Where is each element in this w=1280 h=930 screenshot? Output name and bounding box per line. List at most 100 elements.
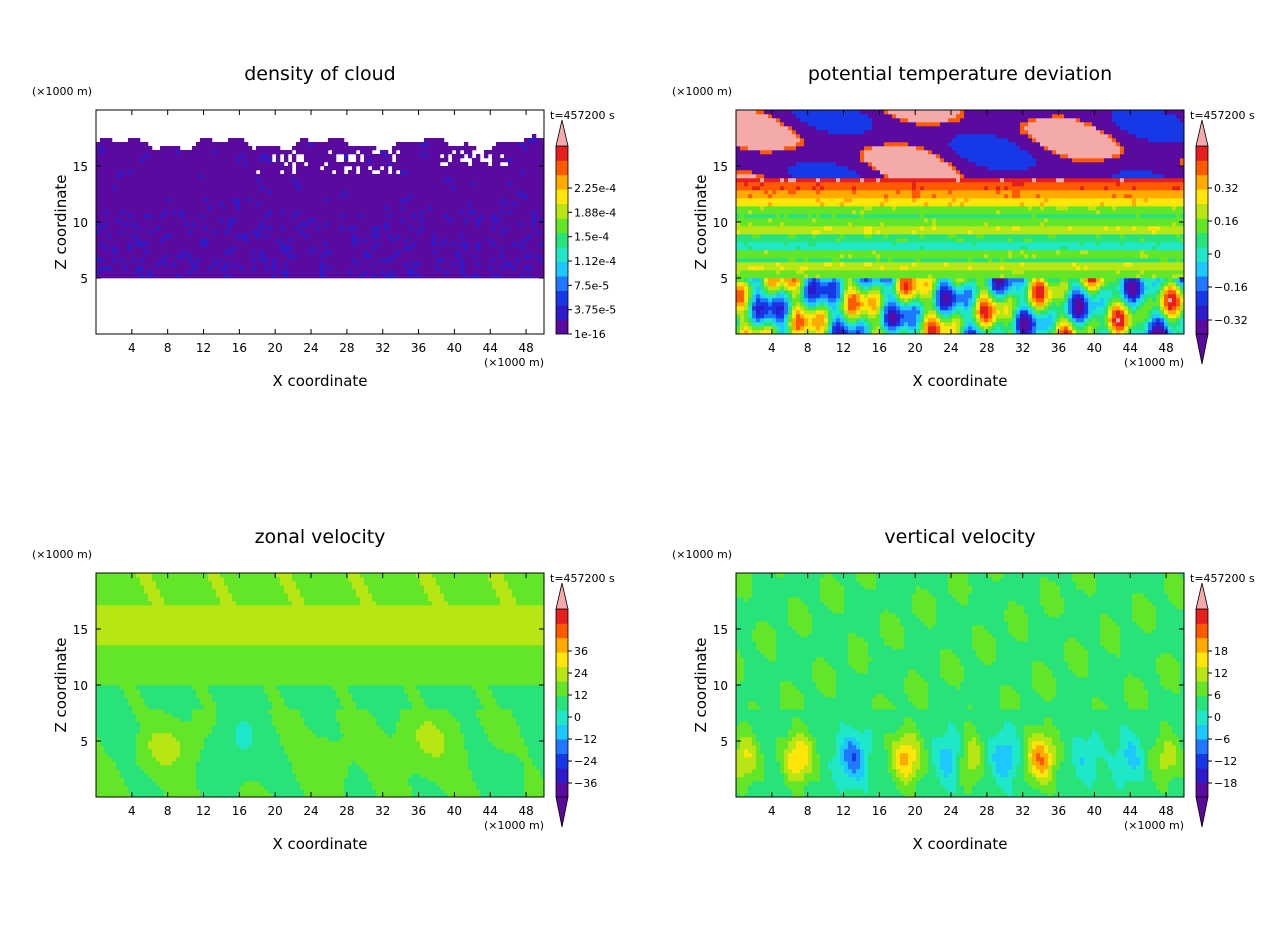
heatmap-cell bbox=[148, 194, 152, 198]
heatmap-cell bbox=[476, 270, 480, 274]
heatmap-cell bbox=[404, 234, 408, 238]
heatmap-cell bbox=[280, 174, 284, 178]
heatmap-cell bbox=[440, 150, 444, 154]
heatmap-cell bbox=[412, 174, 416, 178]
heatmap-cell bbox=[480, 254, 484, 258]
heatmap-cell bbox=[240, 270, 244, 274]
heatmap-cell bbox=[528, 226, 532, 230]
heatmap-cell bbox=[788, 270, 792, 274]
heatmap-cell bbox=[392, 230, 396, 234]
heatmap-cell bbox=[512, 170, 516, 174]
heatmap-cell bbox=[816, 226, 820, 230]
heatmap-cell bbox=[192, 238, 196, 242]
heatmap-cell bbox=[820, 326, 824, 330]
heatmap-cell bbox=[236, 238, 240, 242]
heatmap-cell bbox=[756, 242, 760, 246]
heatmap-cell bbox=[124, 206, 128, 210]
heatmap-cell bbox=[344, 190, 348, 194]
heatmap-cell bbox=[332, 198, 336, 202]
heatmap-cell bbox=[468, 254, 472, 258]
heatmap-cell bbox=[760, 146, 764, 150]
heatmap-cell bbox=[520, 190, 524, 194]
heatmap-cell bbox=[404, 170, 408, 174]
heatmap-cell bbox=[484, 194, 488, 198]
heatmap-cell bbox=[808, 118, 812, 122]
heatmap-cell bbox=[492, 262, 496, 266]
heatmap-cell bbox=[320, 270, 324, 274]
heatmap-cell bbox=[220, 242, 224, 246]
heatmap-cell bbox=[520, 154, 524, 158]
heatmap-cell bbox=[184, 186, 188, 190]
heatmap-cell bbox=[456, 230, 460, 234]
heatmap-cell bbox=[780, 242, 784, 246]
heatmap-cell bbox=[408, 262, 412, 266]
heatmap-cell bbox=[764, 294, 768, 298]
heatmap-cell bbox=[336, 266, 340, 270]
heatmap-cell bbox=[380, 230, 384, 234]
heatmap-cell bbox=[460, 154, 464, 158]
heatmap-cell bbox=[476, 258, 480, 262]
heatmap-cell bbox=[340, 150, 344, 154]
heatmap-cell bbox=[320, 158, 324, 162]
heatmap-cell bbox=[516, 174, 520, 178]
heatmap-cell bbox=[284, 166, 288, 170]
heatmap-cell bbox=[496, 270, 500, 274]
heatmap-cell bbox=[232, 246, 236, 250]
heatmap-cell bbox=[164, 202, 168, 206]
heatmap-cell bbox=[424, 258, 428, 262]
heatmap-cell bbox=[504, 218, 508, 222]
heatmap-cell bbox=[156, 274, 160, 278]
heatmap-cell bbox=[124, 226, 128, 230]
heatmap-cell bbox=[212, 238, 216, 242]
heatmap-cell bbox=[108, 150, 112, 154]
heatmap-cell bbox=[244, 242, 248, 246]
heatmap-cell bbox=[476, 250, 480, 254]
heatmap-cell bbox=[400, 270, 404, 274]
heatmap-cell bbox=[316, 158, 320, 162]
heatmap-cell bbox=[180, 242, 184, 246]
heatmap-cell bbox=[116, 242, 120, 246]
heatmap-cell bbox=[744, 270, 748, 274]
heatmap-cell bbox=[112, 194, 116, 198]
heatmap-cell bbox=[428, 214, 432, 218]
heatmap-cell bbox=[292, 238, 296, 242]
heatmap-cell bbox=[808, 246, 812, 250]
heatmap-cell bbox=[776, 194, 780, 198]
heatmap-cell bbox=[456, 150, 460, 154]
heatmap-cell bbox=[324, 222, 328, 226]
heatmap-cell bbox=[428, 198, 432, 202]
heatmap-cell bbox=[280, 198, 284, 202]
heatmap-cell bbox=[768, 186, 772, 190]
heatmap-cell bbox=[180, 166, 184, 170]
heatmap-cell bbox=[512, 150, 516, 154]
heatmap-cell bbox=[336, 170, 340, 174]
heatmap-cell bbox=[740, 154, 744, 158]
heatmap-cell bbox=[456, 238, 460, 242]
heatmap-cell bbox=[248, 146, 252, 150]
heatmap-cell bbox=[264, 254, 268, 258]
heatmap-cell bbox=[788, 318, 792, 322]
heatmap-cell bbox=[332, 178, 336, 182]
heatmap-cell bbox=[176, 214, 180, 218]
heatmap-cell bbox=[352, 178, 356, 182]
heatmap-cell bbox=[384, 226, 388, 230]
heatmap-cell bbox=[356, 154, 360, 158]
heatmap-cell bbox=[752, 298, 756, 302]
heatmap-cell bbox=[516, 242, 520, 246]
heatmap-cell bbox=[412, 234, 416, 238]
heatmap-cell bbox=[100, 242, 104, 246]
heatmap-cell bbox=[288, 218, 292, 222]
heatmap-cell bbox=[104, 250, 108, 254]
heatmap-cell bbox=[764, 214, 768, 218]
heatmap-cell bbox=[220, 234, 224, 238]
heatmap-cell bbox=[744, 214, 748, 218]
heatmap-cell bbox=[96, 238, 100, 242]
heatmap-cell bbox=[476, 154, 480, 158]
heatmap-cell bbox=[192, 270, 196, 274]
heatmap-cell bbox=[748, 214, 752, 218]
heatmap-cell bbox=[236, 266, 240, 270]
heatmap-cell bbox=[744, 170, 748, 174]
heatmap-cell bbox=[452, 238, 456, 242]
heatmap-cell bbox=[208, 262, 212, 266]
heatmap-cell bbox=[424, 226, 428, 230]
